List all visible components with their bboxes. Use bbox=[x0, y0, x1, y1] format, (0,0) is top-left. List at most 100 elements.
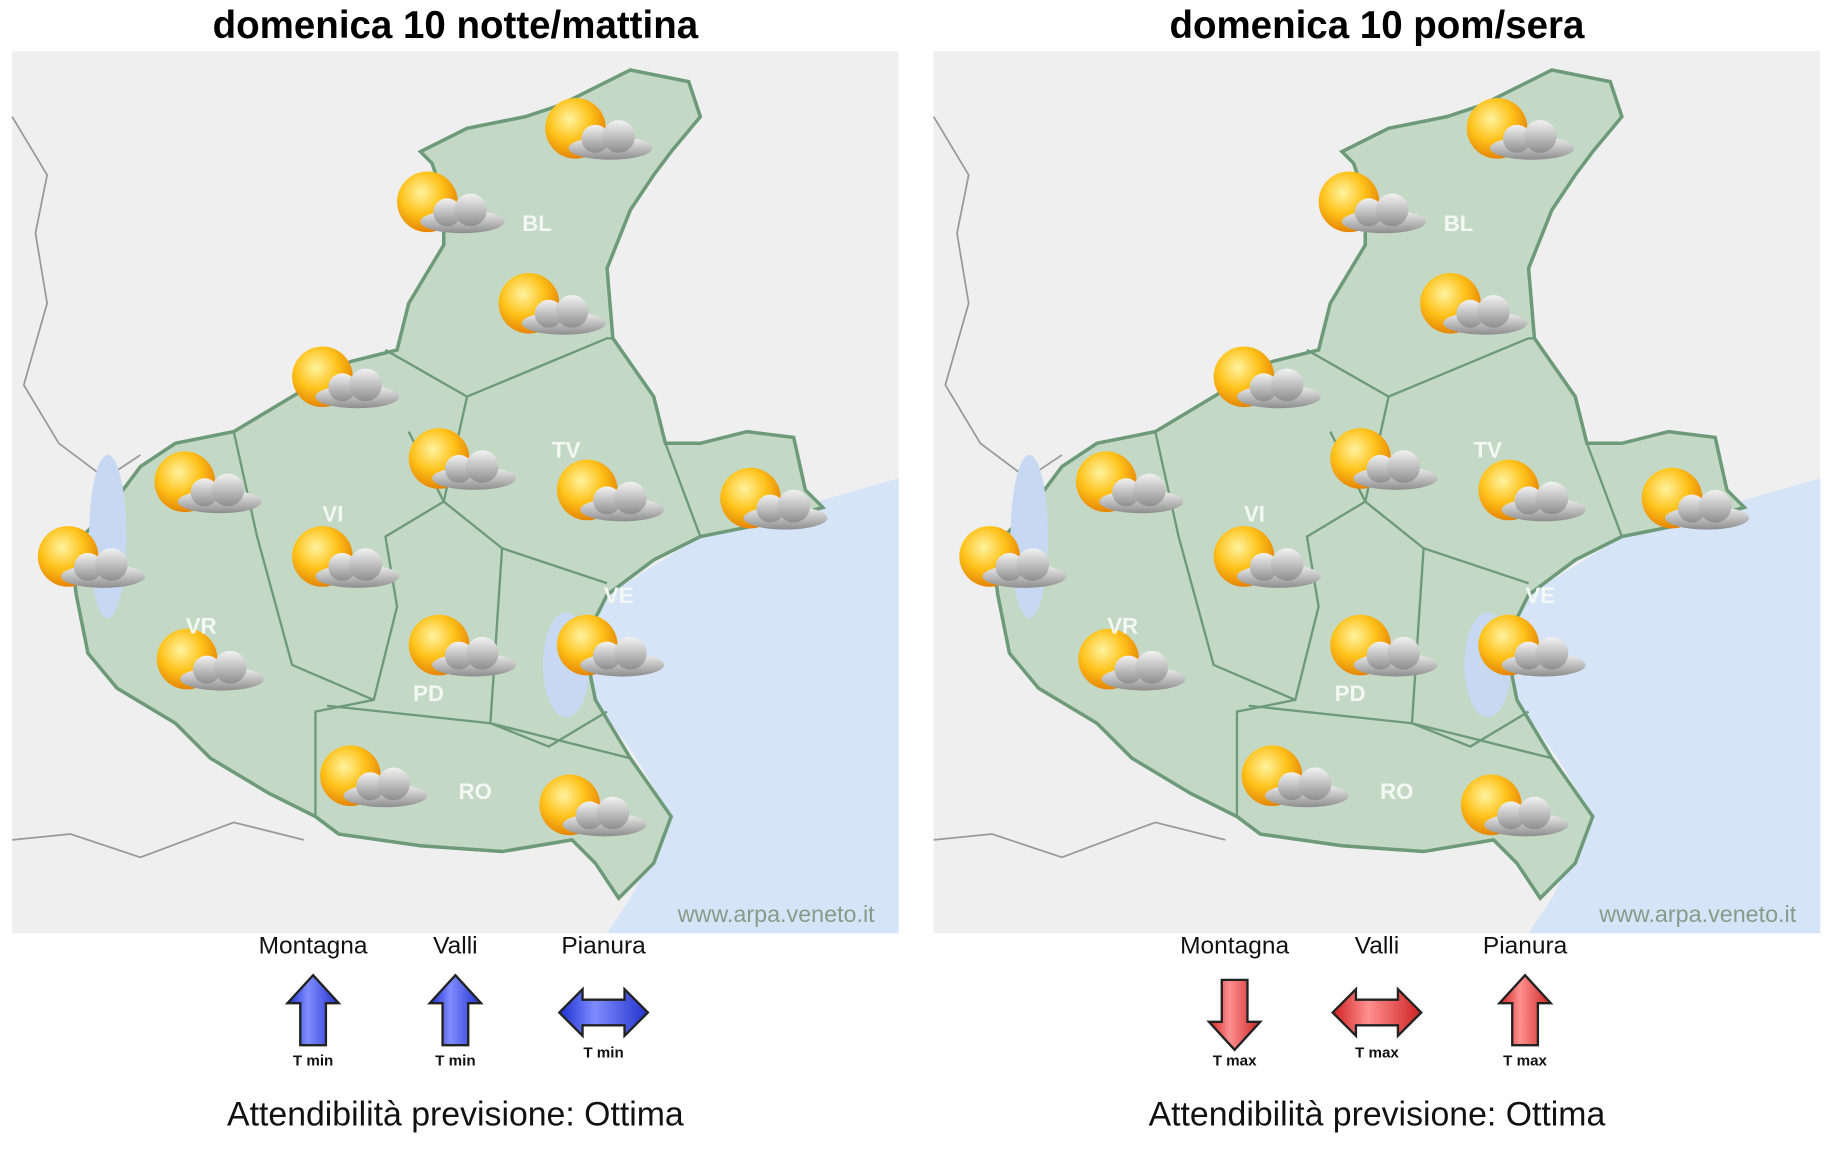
weather-icon bbox=[408, 428, 517, 490]
weather-icon bbox=[1466, 97, 1575, 160]
weather-icon bbox=[154, 451, 262, 514]
cloud bbox=[1135, 650, 1169, 684]
cloud bbox=[1375, 193, 1409, 227]
lake-garda bbox=[89, 454, 127, 619]
cloud bbox=[190, 478, 219, 507]
trend-arrow bbox=[1330, 986, 1423, 1039]
weather-icon bbox=[1460, 774, 1569, 837]
cloud bbox=[356, 772, 385, 801]
watermark: www.arpa.veneto.it bbox=[1598, 901, 1796, 927]
cloud bbox=[328, 552, 357, 581]
cloud bbox=[444, 641, 473, 670]
cloud bbox=[213, 650, 247, 684]
cloud bbox=[995, 552, 1024, 581]
cloud bbox=[73, 552, 102, 581]
cloud bbox=[1112, 478, 1141, 507]
weather-icon bbox=[1641, 467, 1750, 530]
cloud bbox=[1114, 655, 1143, 684]
cloud bbox=[433, 198, 462, 227]
zone-label: Montagna bbox=[259, 933, 368, 960]
cloud bbox=[1502, 124, 1531, 153]
cloud bbox=[1249, 552, 1278, 581]
weather-icon bbox=[1478, 614, 1586, 677]
weather-icon bbox=[498, 272, 606, 335]
cloud bbox=[1366, 641, 1395, 670]
weather-icon bbox=[292, 526, 400, 588]
cloud bbox=[1270, 368, 1304, 402]
weather-icon bbox=[959, 526, 1067, 588]
trend-arrow bbox=[1206, 978, 1263, 1052]
province-label: RO bbox=[459, 779, 492, 804]
weather-icon bbox=[1318, 171, 1426, 234]
cloud bbox=[192, 655, 221, 684]
weather-icon bbox=[292, 346, 400, 409]
cloud bbox=[555, 295, 589, 328]
trend-label: T min bbox=[435, 1053, 475, 1070]
province-border bbox=[664, 442, 702, 537]
sea bbox=[1505, 478, 1821, 934]
province-label: PD bbox=[1335, 681, 1366, 706]
zone-label: Montagna bbox=[1180, 933, 1289, 960]
zone-label: Valli bbox=[1355, 933, 1399, 960]
weather-icon bbox=[408, 614, 517, 677]
cloud bbox=[593, 486, 622, 515]
province-label: VI bbox=[322, 501, 343, 526]
cloud bbox=[211, 473, 245, 507]
cloud bbox=[349, 548, 382, 581]
cloud bbox=[596, 796, 630, 830]
cloud bbox=[454, 193, 487, 227]
trend-label: T max bbox=[1503, 1053, 1547, 1070]
trend-arrow bbox=[1496, 973, 1554, 1047]
trend-arrow bbox=[284, 973, 342, 1047]
province-label: BL bbox=[522, 211, 552, 236]
province-border bbox=[489, 548, 608, 748]
weather-icon bbox=[720, 467, 828, 530]
cloud bbox=[1366, 454, 1395, 483]
cloud bbox=[593, 641, 622, 670]
trend-label: T max bbox=[1355, 1044, 1399, 1061]
panel-title: domenica 10 pom/sera bbox=[1169, 4, 1585, 47]
trend-label: T min bbox=[293, 1053, 333, 1070]
cloud bbox=[328, 373, 357, 402]
cloud bbox=[614, 481, 647, 515]
province-label: VE bbox=[604, 583, 634, 608]
weather-icon bbox=[1078, 628, 1186, 691]
cloud bbox=[1523, 120, 1557, 153]
weather-icon bbox=[556, 459, 665, 522]
province-border bbox=[1410, 548, 1530, 748]
watermark: www.arpa.veneto.it bbox=[677, 901, 875, 927]
trend-arrow bbox=[557, 986, 650, 1039]
cloud bbox=[1514, 641, 1543, 670]
neighbor-border bbox=[12, 821, 304, 859]
cloud bbox=[602, 120, 636, 153]
weather-icon bbox=[1213, 346, 1321, 409]
cloud bbox=[1016, 548, 1050, 581]
weather-icon bbox=[37, 526, 146, 588]
weather-icon bbox=[539, 774, 647, 837]
cloud bbox=[777, 489, 811, 523]
weather-icon bbox=[545, 97, 653, 160]
province-border bbox=[384, 337, 613, 398]
weather-icon bbox=[556, 614, 665, 677]
cloud bbox=[581, 124, 610, 153]
province-label: RO bbox=[1380, 779, 1413, 804]
zone-label: Pianura bbox=[561, 933, 646, 960]
weather-icon bbox=[1330, 614, 1438, 677]
trend-label: T max bbox=[1213, 1053, 1257, 1070]
cloud bbox=[1456, 299, 1485, 328]
province-label: TV bbox=[1474, 437, 1503, 462]
neighbor-border bbox=[933, 821, 1226, 859]
weather-icon bbox=[1241, 745, 1349, 808]
reliability: Attendibilità previsione: Ottima bbox=[227, 1095, 684, 1133]
forecast-panel: domenica 10 pom/sera BL TV VI VR VE PD RO www.ar… bbox=[932, 4, 1821, 1133]
province-label: VR bbox=[186, 613, 217, 638]
zone-label: Pianura bbox=[1483, 933, 1568, 960]
sea bbox=[583, 478, 899, 934]
province-border bbox=[1154, 431, 1296, 701]
cloud bbox=[614, 636, 647, 670]
cloud bbox=[1298, 767, 1332, 801]
weather-icon bbox=[1420, 272, 1528, 335]
weather-icon bbox=[1478, 459, 1586, 522]
cloud bbox=[1677, 494, 1706, 523]
